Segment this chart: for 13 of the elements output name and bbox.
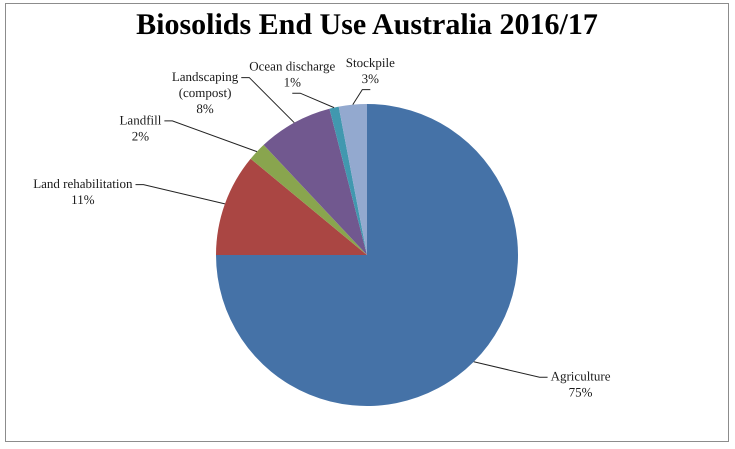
data-label: 1%	[284, 74, 302, 90]
data-label: 75%	[568, 384, 593, 400]
slice-label: Land rehabilitation	[33, 176, 133, 192]
data-label: 2%	[132, 128, 150, 144]
data-label: 11%	[71, 192, 95, 208]
chart-title: Biosolids End Use Australia 2016/17	[136, 7, 598, 43]
slice-label: Landfill	[119, 112, 162, 128]
slice-label: Landscaping (compost)	[172, 68, 239, 100]
slice-label: Ocean discharge	[249, 58, 336, 74]
data-label: 3%	[362, 71, 380, 86]
data-label: 8%	[196, 100, 214, 116]
slice-label: Stockpile	[346, 55, 396, 70]
slice-label: Agriculture	[550, 368, 611, 384]
